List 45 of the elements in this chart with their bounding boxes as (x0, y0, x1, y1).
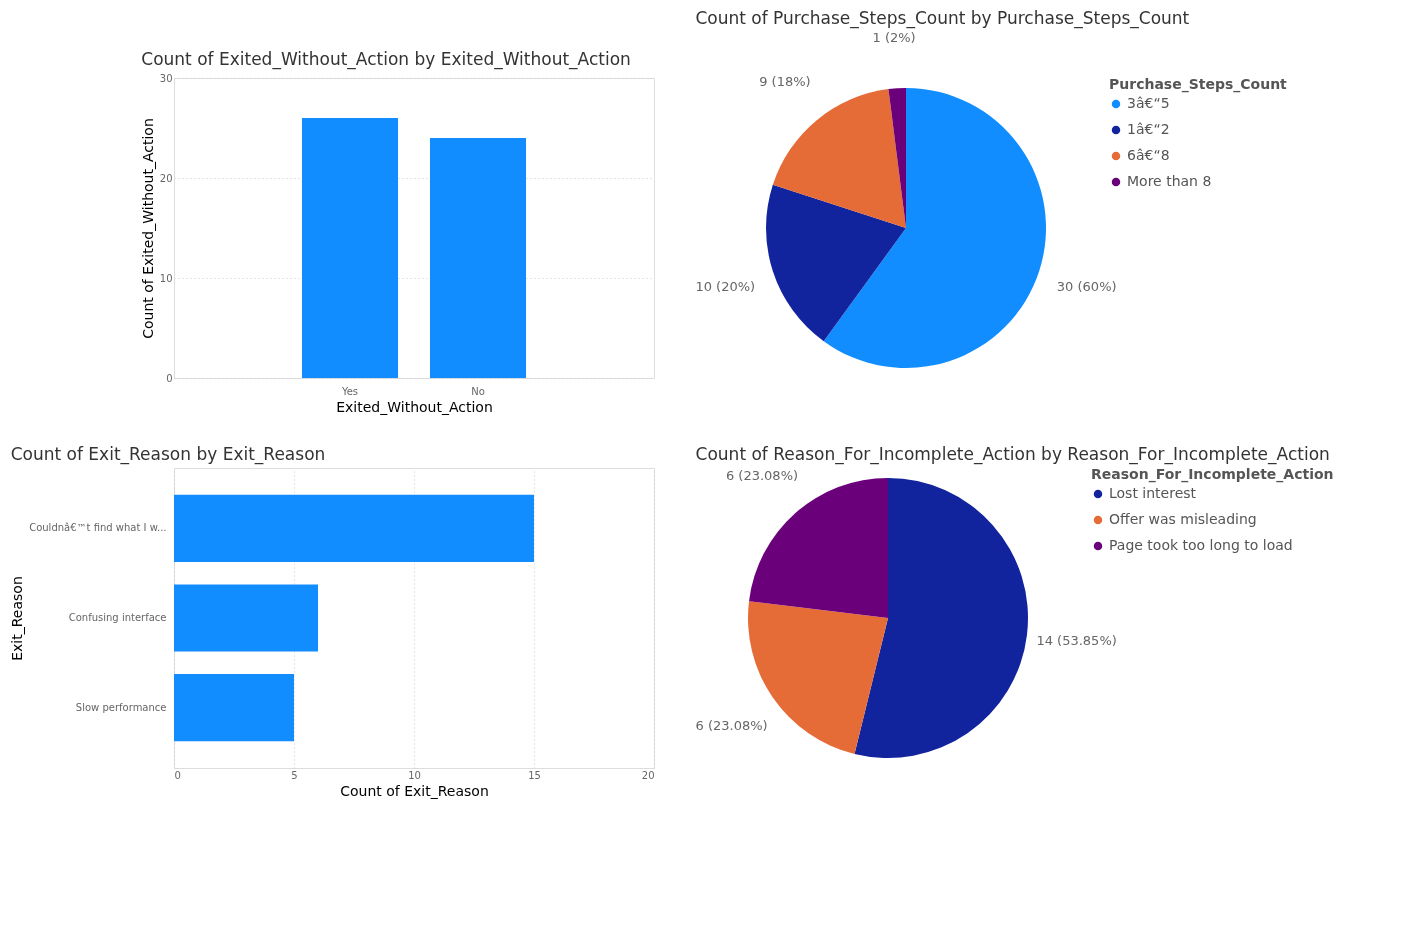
x-tick-label: No (471, 385, 485, 397)
bar (174, 673, 294, 742)
y-tick-label: 10 (159, 272, 173, 284)
data-label: 9 (18%) (759, 73, 811, 89)
data-label: 6 (23.08%) (695, 717, 768, 733)
y-axis-title: Count of Exited_Without_Action (139, 118, 156, 339)
x-tick-label: 20 (641, 769, 655, 781)
y-tick-label: Couldnâ€™t find what I w... (29, 522, 167, 534)
data-label: 30 (60%) (1056, 278, 1117, 294)
x-tick-label: 5 (291, 769, 298, 781)
legend-label: 1â€“2 (1127, 121, 1170, 137)
y-tick-label: 20 (159, 172, 173, 184)
x-tick-label: 10 (408, 769, 421, 781)
legend-label: Offer was misleading (1109, 511, 1257, 527)
y-tick-label: 0 (166, 372, 173, 384)
chart-title: Count of Purchase_Steps_Count by Purchase_Steps_Count (695, 8, 1190, 30)
bar (174, 584, 318, 652)
chart-title: Count of Exited_Without_Action by Exited_Without_Action (141, 49, 631, 70)
pie-slice (772, 89, 906, 228)
legend-label: 6â€“8 (1127, 147, 1170, 163)
x-tick-label: Yes (340, 385, 359, 397)
y-axis-title: Exit_Reason (9, 576, 26, 661)
y-tick-label: 30 (159, 72, 173, 84)
pie-slice (766, 184, 906, 342)
y-tick-label: Confusing interface (68, 612, 167, 623)
x-tick-label: 0 (174, 769, 181, 781)
x-axis-title: Count of Exit_Reason (340, 782, 489, 799)
x-axis-title: Exited_Without_Action (336, 398, 493, 415)
data-label: 6 (23.08%) (725, 467, 799, 483)
chart-title: Count of Reason_For_Incomplete_Action by Reason_For_Incomplete_Action (695, 444, 1330, 465)
chart-title: Count of Exit_Reason by Exit_Reason (10, 444, 326, 465)
pie-slice (854, 478, 1028, 758)
legend-label: Page took too long to load (1109, 537, 1293, 553)
x-tick-label: 15 (528, 769, 541, 781)
pie-slice (823, 88, 1046, 368)
data-label: 10 (20%) (695, 278, 756, 294)
bar (174, 494, 534, 563)
legend-label: More than 8 (1127, 173, 1212, 189)
data-label: 1 (2%) (872, 30, 916, 46)
data-label: 14 (53.85%) (1036, 632, 1117, 648)
legend-title: Reason_For_Incomplete_Action (1091, 466, 1334, 483)
legend-title: Purchase_Steps_Count (1109, 76, 1288, 93)
y-tick-label: Slow performance (75, 701, 167, 713)
legend-label: Lost interest (1109, 485, 1197, 501)
legend-label: 3â€“5 (1127, 95, 1170, 111)
